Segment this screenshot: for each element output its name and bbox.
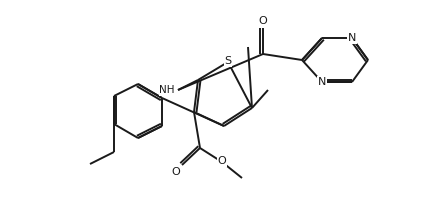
Text: O: O — [258, 16, 267, 26]
Text: N: N — [317, 77, 325, 87]
Text: NH: NH — [159, 85, 175, 95]
Text: S: S — [224, 56, 231, 66]
Text: N: N — [347, 33, 355, 43]
Text: O: O — [171, 167, 180, 177]
Text: O: O — [217, 156, 226, 166]
